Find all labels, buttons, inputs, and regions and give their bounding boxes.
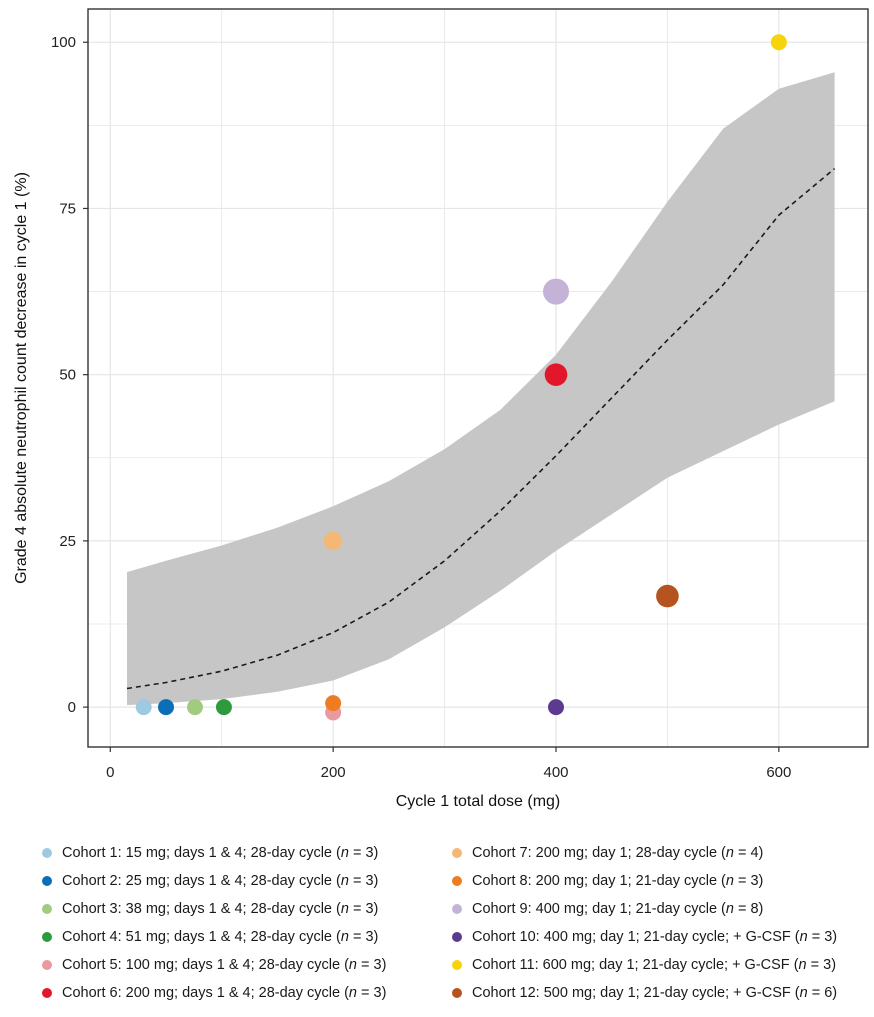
data-points — [135, 34, 787, 721]
legend-label: Cohort 2: 25 mg; days 1 & 4; 28-day cycl… — [62, 873, 379, 889]
legend-swatch — [42, 904, 52, 914]
legend-label: Cohort 7: 200 mg; day 1; 28-day cycle (n… — [472, 845, 764, 861]
data-point — [770, 34, 787, 51]
data-point — [323, 531, 343, 551]
scatter-chart: 0 200 400 600 0 25 50 75 100 Cycle 1 total dose… — [13, 8, 869, 810]
legend-swatch — [42, 932, 52, 942]
y-axis-label: Grade 4 absolute neutrophil count decrea… — [13, 172, 30, 584]
data-point — [158, 699, 174, 716]
legend-label: Cohort 8: 200 mg; day 1; 21-day cycle (n… — [472, 873, 764, 889]
x-axis-label: Cycle 1 total dose (mg) — [396, 793, 561, 810]
legend-swatch — [452, 904, 462, 914]
legend-swatch — [42, 848, 52, 858]
legend-label: Cohort 5: 100 mg; days 1 & 4; 28-day cyc… — [62, 957, 387, 973]
x-axis-ticks: 0 200 400 600 — [106, 747, 791, 781]
data-point — [135, 699, 152, 716]
legend-swatch — [452, 960, 462, 970]
data-point — [215, 699, 232, 716]
y-tick-label: 25 — [59, 533, 76, 550]
y-axis-ticks: 0 25 50 75 100 — [51, 34, 88, 716]
legend-swatch — [452, 988, 462, 998]
legend-swatch — [42, 988, 52, 998]
legend-swatch — [452, 932, 462, 942]
y-tick-label: 75 — [59, 200, 76, 217]
legend-swatch — [42, 960, 52, 970]
confidence-band — [127, 72, 835, 706]
legend-label: Cohort 10: 400 mg; day 1; 21-day cycle; … — [472, 929, 838, 945]
x-tick-label: 600 — [766, 764, 791, 781]
data-point — [186, 699, 203, 716]
legend-label: Cohort 12: 500 mg; day 1; 21-day cycle; … — [472, 985, 838, 1001]
legend-swatch — [452, 848, 462, 858]
data-point — [543, 278, 569, 305]
data-point — [656, 584, 679, 608]
x-tick-label: 0 — [106, 764, 114, 781]
legend-label: Cohort 1: 15 mg; days 1 & 4; 28-day cycl… — [62, 845, 379, 861]
plot-frame — [87, 8, 869, 748]
legend-label: Cohort 4: 51 mg; days 1 & 4; 28-day cycl… — [62, 929, 379, 945]
legend-label: Cohort 6: 200 mg; days 1 & 4; 28-day cyc… — [62, 985, 387, 1001]
legend-label: Cohort 11: 600 mg; day 1; 21-day cycle; … — [472, 957, 837, 973]
data-point — [548, 699, 564, 716]
y-tick-label: 100 — [51, 34, 76, 51]
legend-label: Cohort 3: 38 mg; days 1 & 4; 28-day cycl… — [62, 901, 379, 917]
legend-label: Cohort 9: 400 mg; day 1; 21-day cycle (n… — [472, 901, 764, 917]
legend-swatch — [42, 876, 52, 886]
legend-swatch — [452, 876, 462, 886]
y-tick-label: 0 — [68, 699, 76, 716]
data-point — [325, 695, 342, 712]
x-tick-label: 200 — [321, 764, 346, 781]
data-point — [544, 363, 568, 386]
x-tick-label: 400 — [543, 764, 568, 781]
y-tick-label: 50 — [59, 367, 76, 384]
